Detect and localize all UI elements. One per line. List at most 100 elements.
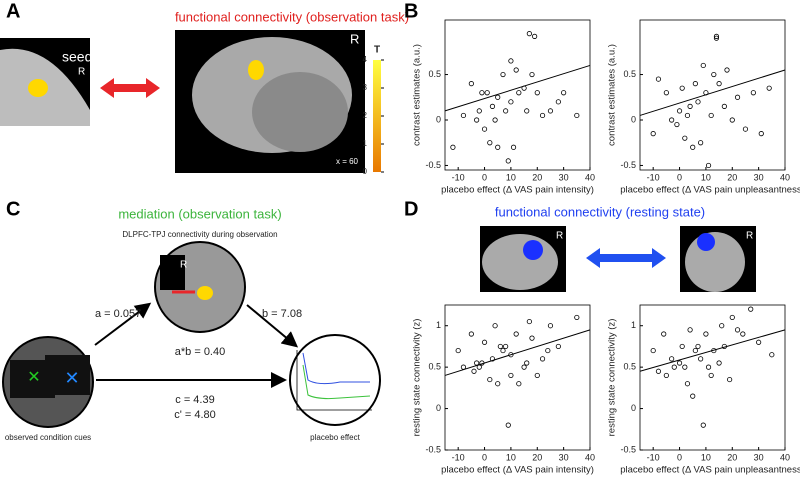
x-tick-label: 0 bbox=[482, 172, 487, 182]
point bbox=[663, 90, 669, 96]
point bbox=[724, 67, 730, 73]
x-tick-label: -10 bbox=[452, 172, 465, 182]
point bbox=[695, 99, 701, 105]
seed-label: seed bbox=[62, 49, 92, 65]
point bbox=[692, 81, 698, 87]
point bbox=[663, 372, 669, 379]
point bbox=[734, 327, 741, 333]
point bbox=[713, 35, 720, 41]
point bbox=[748, 306, 754, 312]
x-tick-label: 30 bbox=[754, 452, 764, 462]
colorbar-tick-label: 3 bbox=[363, 83, 368, 92]
x-tick-label: 20 bbox=[532, 452, 542, 462]
x-tick-label: 30 bbox=[559, 172, 569, 182]
point bbox=[521, 364, 527, 370]
fit-line bbox=[444, 64, 591, 112]
point bbox=[692, 347, 698, 354]
point bbox=[719, 323, 725, 329]
point bbox=[650, 347, 656, 354]
point bbox=[500, 347, 506, 354]
red-arrow bbox=[100, 78, 160, 98]
point bbox=[508, 58, 514, 64]
point bbox=[713, 33, 720, 39]
point bbox=[468, 81, 474, 87]
caption: observed condition cues bbox=[5, 433, 91, 442]
x-tick-label: 30 bbox=[754, 172, 764, 182]
fit-line bbox=[639, 329, 786, 372]
point bbox=[495, 94, 501, 100]
path-a: a = 0.057 bbox=[95, 308, 141, 320]
fit-line bbox=[444, 329, 591, 376]
y-tick-label: 0 bbox=[436, 114, 441, 124]
point bbox=[516, 90, 522, 96]
point bbox=[698, 140, 704, 146]
x-tick-label: 0 bbox=[677, 172, 682, 182]
image-r: R bbox=[556, 231, 563, 242]
point bbox=[526, 318, 532, 325]
panel-subtitle: DLPFC-TPJ connectivity during observatio… bbox=[122, 230, 277, 239]
point bbox=[690, 393, 696, 399]
point bbox=[676, 360, 683, 366]
y-tick-label: -0.5 bbox=[620, 444, 636, 454]
y-tick-label: 0.5 bbox=[428, 362, 441, 372]
x-tick-label: 0 bbox=[482, 452, 487, 462]
point bbox=[679, 343, 685, 350]
point bbox=[650, 131, 656, 137]
panel-label: C bbox=[6, 198, 20, 220]
point bbox=[510, 144, 517, 150]
point bbox=[529, 335, 535, 341]
point bbox=[700, 62, 706, 69]
point bbox=[750, 90, 756, 96]
x-tick-label: 0 bbox=[677, 452, 682, 462]
point bbox=[487, 140, 493, 146]
point bbox=[539, 356, 546, 362]
plot-frame bbox=[444, 19, 591, 171]
point bbox=[711, 71, 717, 78]
point bbox=[729, 314, 735, 321]
panel-title: functional connectivity (observation tas… bbox=[175, 9, 409, 24]
seed-image bbox=[0, 38, 90, 126]
x-tick-label: 40 bbox=[585, 172, 595, 182]
mediation-diagram: ✕ ✕ bbox=[2, 241, 381, 428]
slice-label: x = 60 bbox=[336, 157, 359, 166]
y-tick-label: 0.5 bbox=[623, 362, 636, 372]
point bbox=[703, 331, 709, 337]
point bbox=[716, 360, 722, 366]
x-tick-label: 30 bbox=[559, 452, 569, 462]
point bbox=[468, 331, 474, 337]
point bbox=[524, 360, 530, 366]
point bbox=[526, 31, 532, 37]
point bbox=[460, 112, 467, 119]
point bbox=[574, 112, 580, 119]
point bbox=[505, 422, 511, 428]
resting-images bbox=[480, 226, 756, 292]
point bbox=[474, 117, 480, 123]
point bbox=[561, 90, 567, 96]
point bbox=[682, 364, 688, 370]
point bbox=[669, 356, 675, 362]
point bbox=[489, 356, 496, 362]
colorbar-tick-label: 1 bbox=[363, 139, 368, 148]
point bbox=[679, 85, 685, 91]
point bbox=[555, 343, 561, 350]
point bbox=[516, 381, 522, 387]
point bbox=[734, 94, 741, 100]
point bbox=[495, 144, 501, 150]
point bbox=[698, 356, 704, 362]
point bbox=[676, 108, 683, 114]
point bbox=[500, 71, 506, 78]
plot-frame bbox=[639, 19, 786, 171]
brain-r: R bbox=[350, 31, 359, 46]
y-axis-label: contrast estimates (a.u.) bbox=[607, 44, 618, 146]
y-tick-label: 1 bbox=[631, 320, 636, 330]
y-axis-label: resting state connectivity (z) bbox=[412, 319, 423, 437]
point bbox=[495, 381, 501, 387]
path-c: c = 4.39 bbox=[175, 394, 214, 406]
seed-r: R bbox=[78, 67, 85, 78]
point bbox=[547, 108, 554, 114]
y-axis-label: contrast estimates (a.u.) bbox=[412, 44, 423, 146]
point bbox=[766, 85, 772, 91]
plot-frame bbox=[444, 304, 591, 451]
point bbox=[705, 162, 712, 169]
